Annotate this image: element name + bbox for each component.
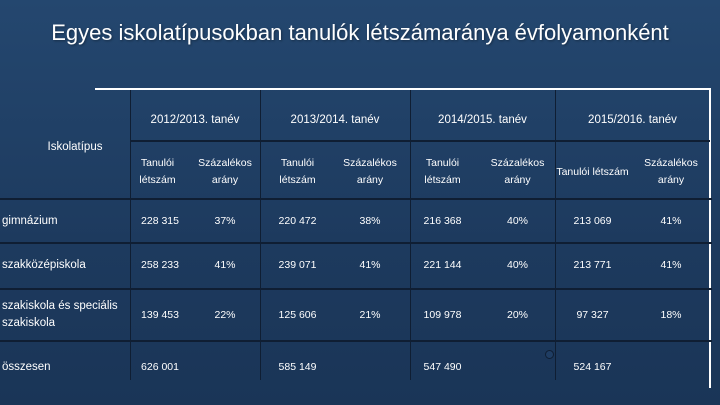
table-cell: 109 978 [423, 309, 462, 321]
table-cell: 524 167 [573, 361, 612, 373]
table-cell: 18% [660, 309, 682, 321]
table-cell [632, 352, 710, 382]
year-header: 2014/2015. tanév [438, 114, 527, 126]
table-cell: 221 144 [423, 259, 462, 271]
table-cell: 239 071 [278, 259, 317, 271]
table-cell: 20% [506, 309, 528, 321]
table-cell: 258 233 [141, 259, 179, 271]
row-divider [0, 242, 712, 244]
table-cell: 41% [359, 259, 381, 271]
column-divider [555, 90, 556, 380]
subheader-count: Tanulói létszám [139, 157, 176, 186]
table-cell: 40% [506, 259, 528, 271]
subheader-count: Tanulói létszám [424, 157, 461, 186]
row-divider [130, 140, 710, 142]
table-top-border [95, 88, 710, 90]
subheader-percent: Százalékos arány [490, 157, 545, 186]
row-label: szakközépiskola [2, 258, 86, 271]
row-label: összesen [2, 360, 51, 373]
table-cell: 626 001 [141, 361, 179, 373]
table-cell: 40% [506, 215, 528, 227]
table-right-border [709, 88, 711, 388]
table-cell [335, 352, 405, 382]
table-cell: 125 606 [278, 309, 317, 321]
subheader-count: Tanulói létszám [279, 157, 316, 186]
table-cell: 228 315 [141, 215, 179, 227]
row-divider [0, 288, 712, 290]
column-divider [410, 90, 411, 380]
table-cell: 139 453 [141, 309, 179, 321]
column-divider [130, 90, 131, 380]
row-label: gimnázium [2, 214, 58, 227]
table-cell: 220 472 [278, 215, 317, 227]
column-divider [260, 90, 261, 380]
subheader-count: Tanulói létszám [556, 165, 629, 178]
table-cell: 38% [359, 215, 381, 227]
row-divider [0, 340, 712, 342]
table-cell: 585 149 [278, 361, 317, 373]
subheader-percent: Százalékos arány [644, 157, 698, 186]
decorative-circle-icon [545, 350, 554, 359]
year-header: 2015/2016. tanév [588, 114, 677, 126]
subheader-percent: Százalékos arány [343, 157, 397, 186]
table-cell: 97 327 [576, 309, 609, 321]
table-cell: 41% [660, 215, 682, 227]
row-label: szakiskola és speciális szakiskola [2, 300, 118, 329]
row-divider [0, 198, 712, 200]
year-header: 2013/2014. tanév [290, 114, 380, 126]
table-cell: 213 069 [573, 215, 612, 227]
table-cell [190, 352, 260, 382]
table-cell: 41% [214, 259, 236, 271]
year-header: 2012/2013. tanév [150, 114, 240, 126]
table-cell: 213 771 [573, 259, 612, 271]
table-cell: 21% [359, 309, 381, 321]
table-cell: 22% [214, 309, 236, 321]
subheader-percent: Százalékos arány [198, 157, 252, 186]
table-cell: 37% [214, 215, 236, 227]
row-header-label: Iskolatípus [47, 141, 103, 153]
table-cell: 216 368 [423, 215, 462, 227]
table-cell [480, 352, 555, 382]
table-cell: 547 490 [423, 361, 462, 373]
data-table: Iskolatípus 2012/2013. tanév 2013/2014. … [0, 90, 720, 405]
slide-title: Egyes iskolatípusokban tanulók létszámar… [51, 20, 669, 45]
table-cell: 41% [660, 259, 682, 271]
